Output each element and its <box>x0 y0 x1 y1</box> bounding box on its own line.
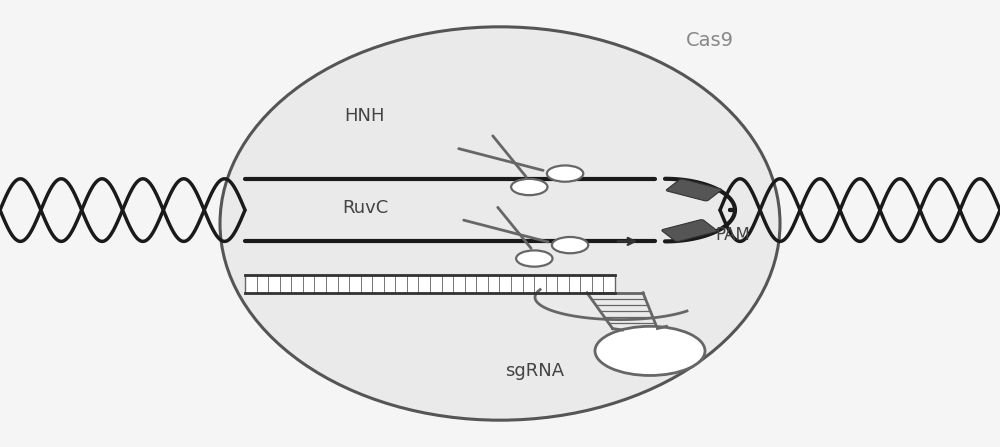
FancyBboxPatch shape <box>666 179 721 201</box>
Circle shape <box>511 179 547 195</box>
Text: Cas9: Cas9 <box>686 31 734 50</box>
Circle shape <box>552 237 588 253</box>
Circle shape <box>595 326 705 375</box>
Text: PAM: PAM <box>715 226 750 244</box>
Text: HNH: HNH <box>345 107 385 125</box>
Text: sgRNA: sgRNA <box>505 362 565 380</box>
Ellipse shape <box>220 27 780 420</box>
Bar <box>245 275 615 293</box>
FancyBboxPatch shape <box>662 219 717 241</box>
Circle shape <box>547 165 583 182</box>
Circle shape <box>516 250 552 267</box>
Text: RuvC: RuvC <box>342 199 388 217</box>
